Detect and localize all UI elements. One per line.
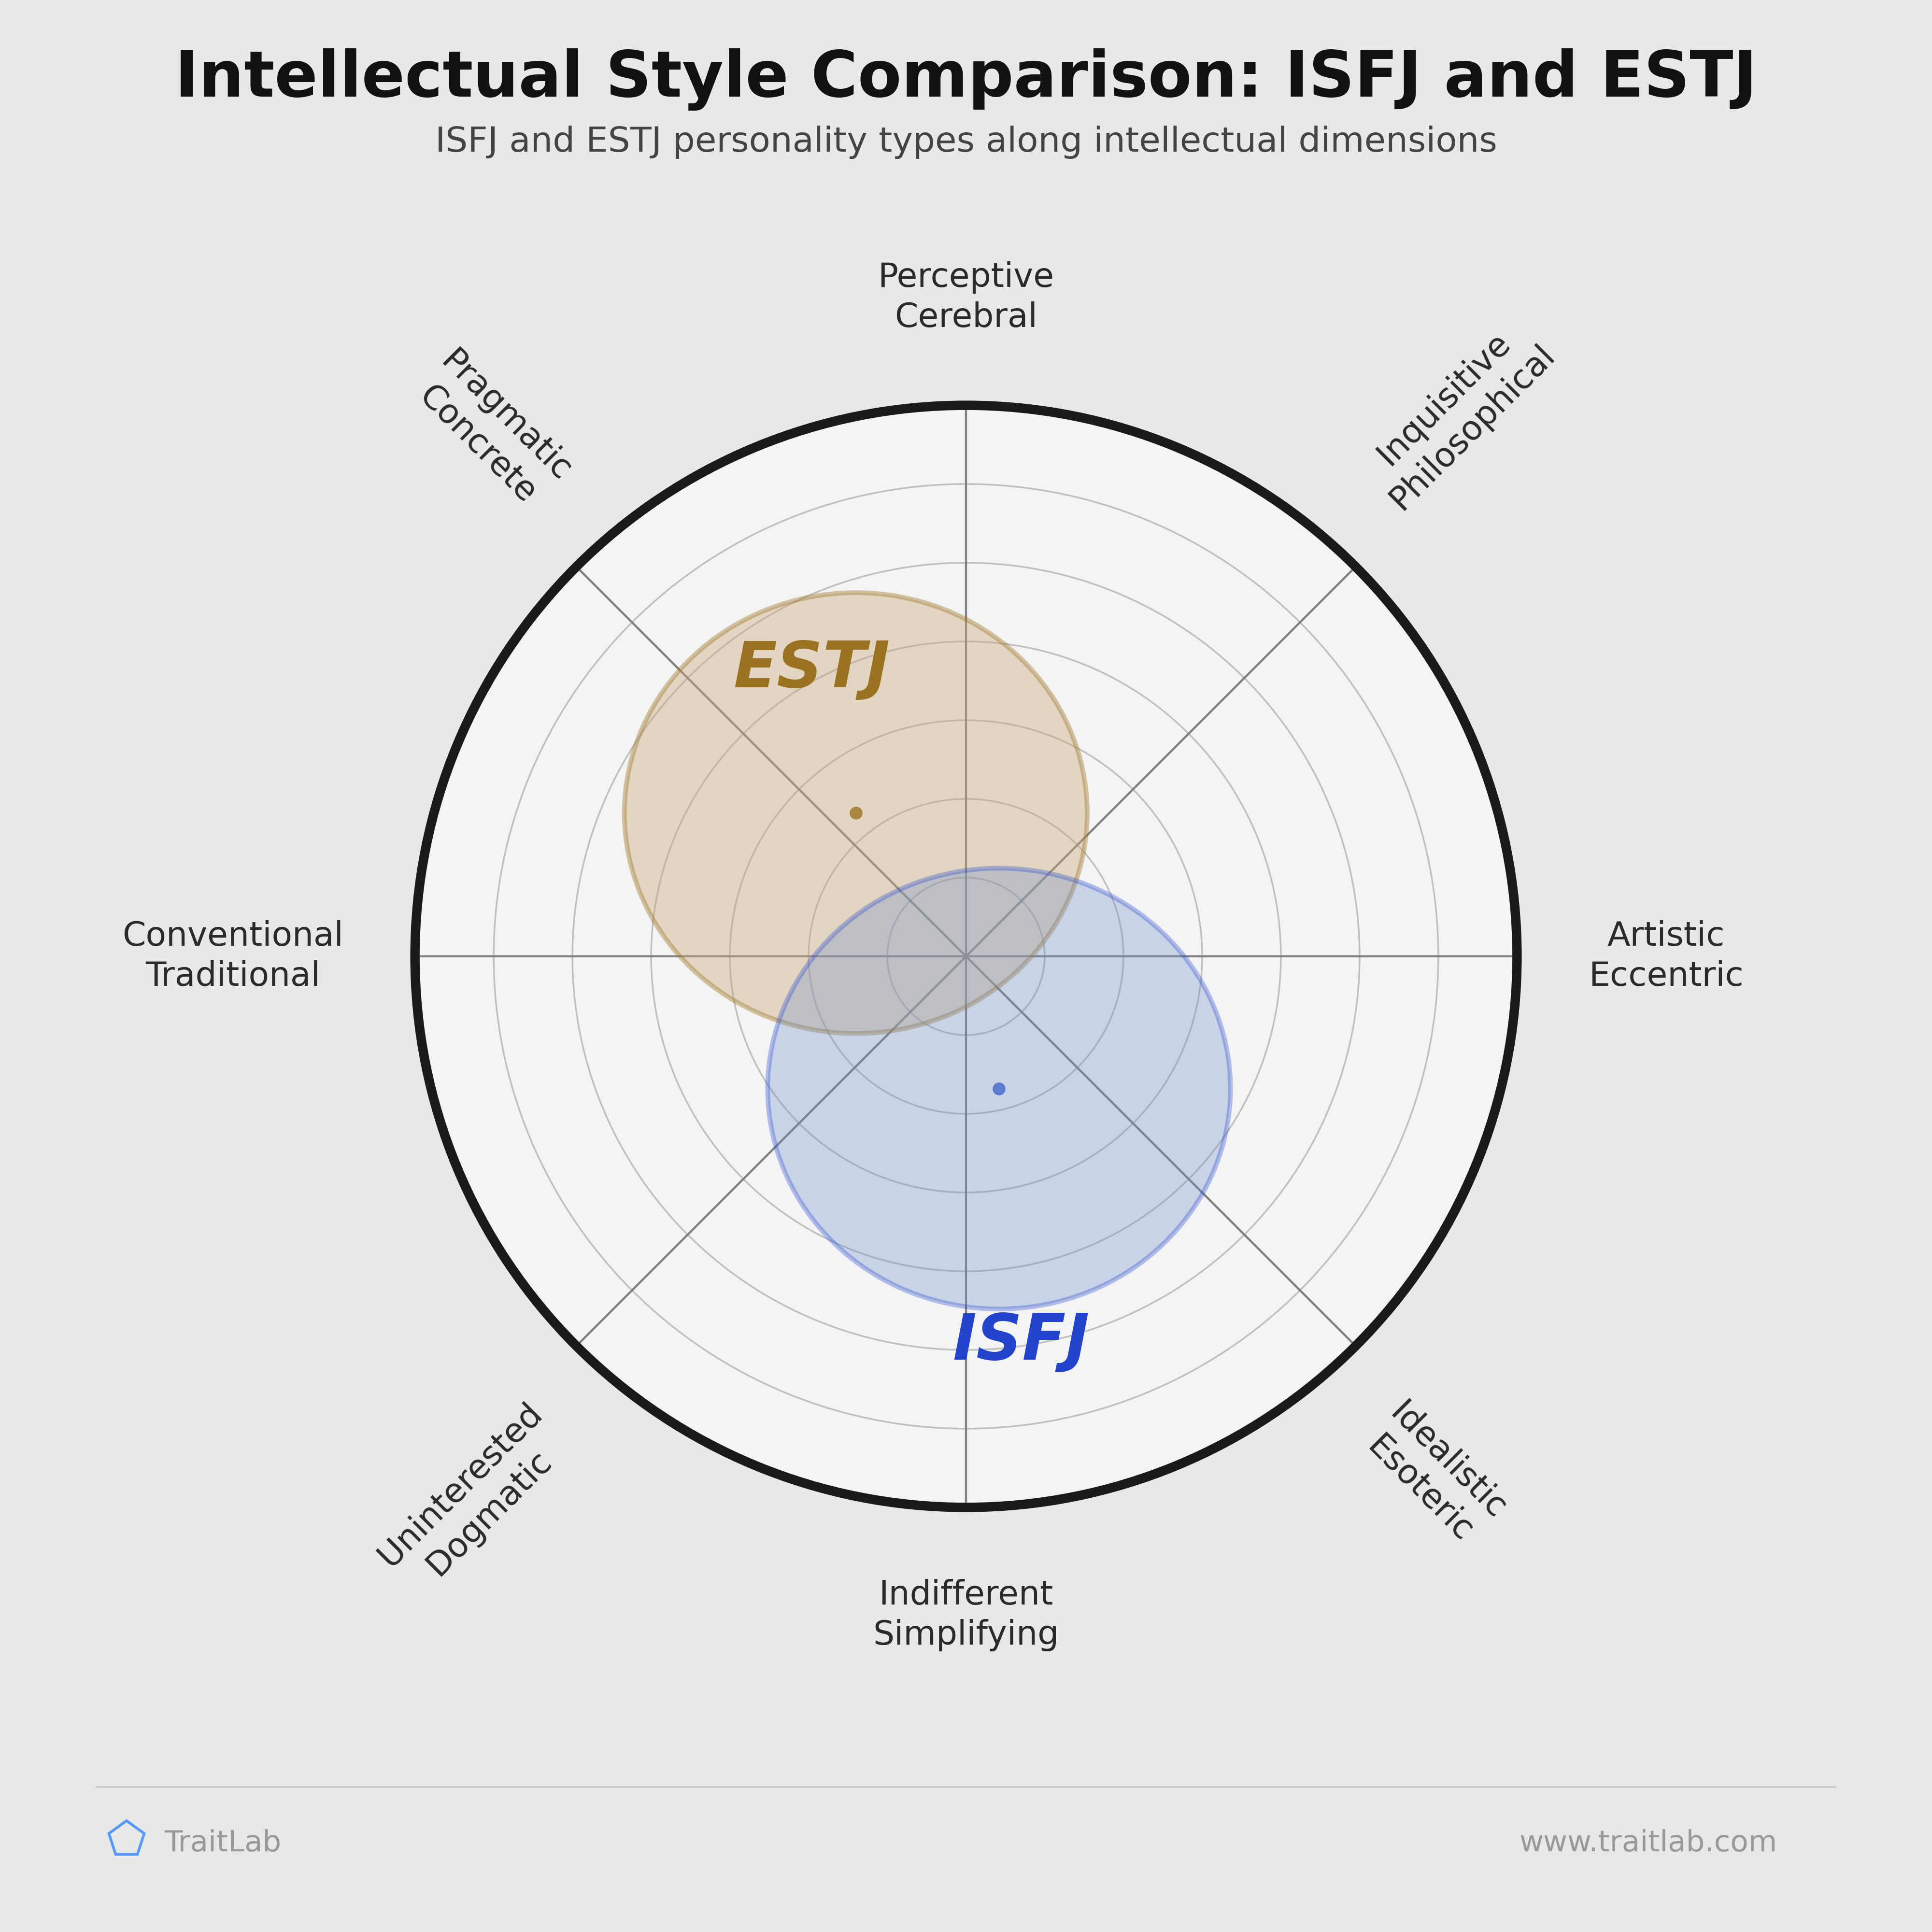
Text: Inquisitive
Philosophical: Inquisitive Philosophical [1354,311,1561,516]
Text: Conventional
Traditional: Conventional Traditional [122,920,344,993]
Text: TraitLab: TraitLab [164,1830,282,1857]
Ellipse shape [767,867,1231,1310]
Text: Artistic
Eccentric: Artistic Eccentric [1588,920,1743,993]
Text: ISFJ: ISFJ [952,1312,1090,1374]
Text: Idealistic
Esoteric: Idealistic Esoteric [1354,1397,1513,1553]
Text: www.traitlab.com: www.traitlab.com [1519,1830,1777,1857]
Ellipse shape [624,593,1088,1034]
Circle shape [415,406,1517,1507]
Text: Pragmatic
Concrete: Pragmatic Concrete [406,346,578,516]
Text: Indifferent
Simplifying: Indifferent Simplifying [873,1578,1059,1652]
Text: Intellectual Style Comparison: ISFJ and ESTJ: Intellectual Style Comparison: ISFJ and … [176,48,1756,110]
Text: Perceptive
Cerebral: Perceptive Cerebral [877,261,1055,334]
Text: ISFJ and ESTJ personality types along intellectual dimensions: ISFJ and ESTJ personality types along in… [435,126,1497,158]
Text: Uninterested
Dogmatic: Uninterested Dogmatic [373,1397,578,1602]
Text: ESTJ: ESTJ [734,639,891,701]
